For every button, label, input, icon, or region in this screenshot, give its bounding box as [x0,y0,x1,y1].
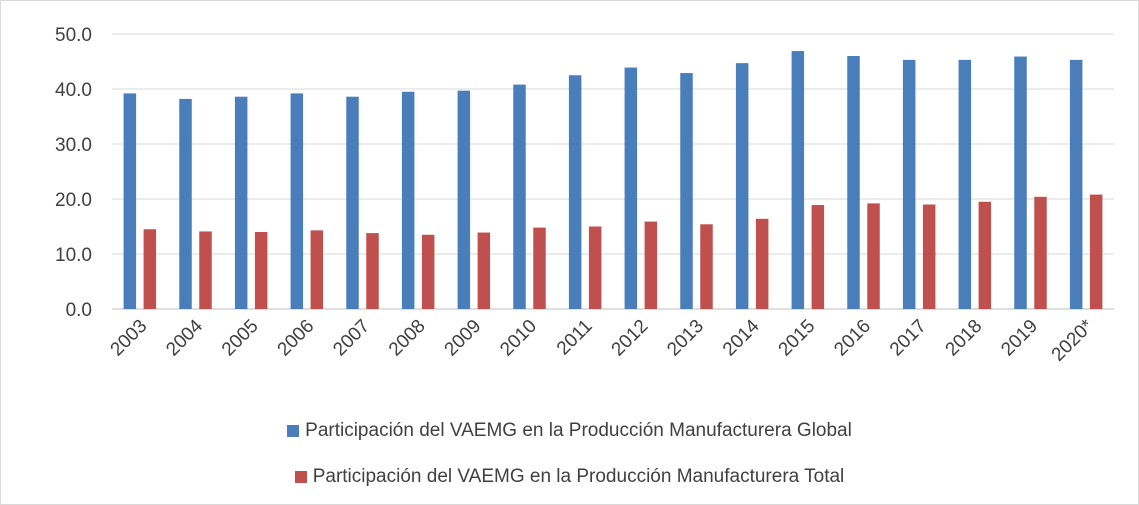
x-tick-label: 2020* [1048,315,1098,365]
bar-total [254,232,268,309]
bar-total [811,205,825,309]
bar-total [366,233,379,309]
x-tick-label: 2010 [496,316,541,361]
bar-total [310,230,324,309]
bar-global [513,84,526,309]
bar-total [533,227,546,309]
x-tick-label: 2019 [997,316,1042,361]
bar-total [421,234,435,309]
bar-total [644,221,658,309]
bar-total [755,218,769,309]
bar-global [624,67,638,309]
bar-global [791,51,805,310]
legend-entry-total: Participación del VAEMG en la Producción… [0,466,1139,488]
x-tick-label: 2009 [441,316,486,361]
x-tick-label: 2012 [608,316,653,361]
x-tick-label: 2014 [719,315,764,360]
bars [123,51,1103,310]
x-tick-label: 2017 [886,316,931,361]
bar-total [1034,196,1047,309]
y-tick-label: 10.0 [55,245,92,266]
bar-chart: 0.0 10.0 20.0 30.0 40.0 50.0 2003 2004 2005 2006… [55,25,1114,366]
bar-global [1069,59,1083,309]
y-tick-label: 50.0 [55,25,92,46]
gridlines [112,33,1114,310]
bar-global [346,96,359,309]
y-tick-label: 0.0 [66,300,92,321]
bar-global [123,93,137,310]
x-tick-label: 2008 [385,316,430,361]
legend-entry-global: Participación del VAEMG en la Producción… [0,420,1139,442]
bar-global [847,56,860,309]
legend-swatch-total [294,471,307,483]
y-tick-label: 40.0 [55,80,92,101]
x-axis-ticks: 2003 2004 2005 2006 2007 2008 2009 2010 2011 2012… [107,315,1099,365]
bar-total [143,229,157,309]
y-axis-ticks: 0.0 10.0 20.0 30.0 40.0 50.0 [55,25,92,321]
x-tick-label: 2007 [329,316,374,361]
bar-total [1089,194,1103,309]
x-tick-label: 2016 [830,316,875,361]
bar-global [902,59,916,309]
bar-total [922,204,936,309]
x-tick-label: 2004 [162,315,207,360]
bar-global [290,93,304,310]
bar-total [588,226,602,309]
x-tick-label: 2018 [942,316,987,361]
y-tick-label: 30.0 [55,135,92,156]
x-tick-label: 2015 [775,316,820,361]
bar-total [199,231,212,309]
legend-swatch-global [287,425,300,437]
y-tick-label: 20.0 [55,190,92,211]
bar-total [978,201,992,309]
legend-label-total: Participación del VAEMG en la Producción… [312,466,845,487]
x-tick-label: 2013 [663,316,708,361]
bar-total [477,232,491,309]
bar-global [1014,56,1027,309]
x-tick-label: 2006 [274,316,319,361]
bar-global [401,91,415,309]
bar-total [700,224,713,309]
x-tick-label: 2003 [107,316,152,361]
bar-global [958,59,972,309]
x-tick-label: 2005 [218,316,263,361]
bar-global [568,75,582,309]
bar-global [680,73,693,309]
legend-label-global: Participación del VAEMG en la Producción… [305,420,852,441]
bar-global [735,63,749,310]
bar-global [457,90,471,310]
bar-global [179,98,192,310]
bar-total [867,203,880,309]
x-tick-label: 2011 [553,316,597,360]
bar-global [234,96,248,309]
